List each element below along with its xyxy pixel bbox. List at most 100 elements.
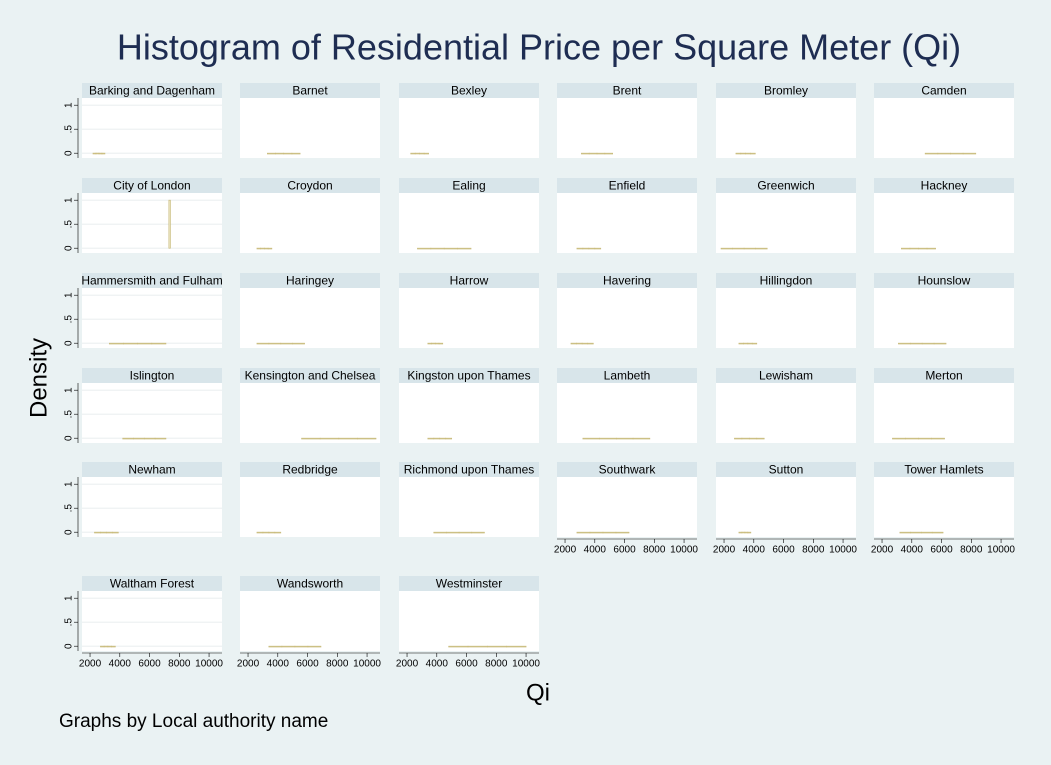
panel-title: Hounslow bbox=[918, 274, 971, 288]
y-tick-label: 0 bbox=[64, 150, 75, 156]
histogram-bar bbox=[100, 531, 107, 534]
x-tick-label: 2000 bbox=[554, 545, 577, 556]
histogram-bar bbox=[924, 152, 939, 155]
x-tick-label: 2000 bbox=[396, 659, 419, 670]
histogram-bar bbox=[602, 531, 617, 534]
panel-header bbox=[557, 83, 697, 98]
histogram-bar bbox=[740, 152, 746, 155]
histogram-bar bbox=[268, 645, 283, 648]
histogram-bar bbox=[744, 531, 749, 534]
histogram-bar bbox=[434, 342, 440, 345]
panel-header bbox=[716, 462, 856, 477]
histogram-bar bbox=[433, 437, 441, 440]
histogram-bar bbox=[338, 437, 358, 440]
histogram-bar bbox=[926, 247, 936, 250]
panel-header bbox=[874, 368, 1014, 383]
histogram-bar bbox=[98, 152, 103, 155]
panel-title: Haringey bbox=[286, 274, 334, 288]
y-tick-label: .5 bbox=[64, 504, 75, 513]
panel-title: Islington bbox=[130, 369, 175, 383]
panel-title: Bexley bbox=[451, 84, 487, 98]
x-tick-label: 2000 bbox=[713, 545, 736, 556]
panel-header bbox=[557, 368, 697, 383]
panel-title: City of London bbox=[113, 179, 190, 193]
y-tick-label: 1 bbox=[64, 481, 75, 487]
histogram-bar bbox=[892, 437, 906, 440]
plot-area bbox=[399, 477, 539, 537]
x-tick-label: 10000 bbox=[353, 659, 381, 670]
x-tick-label: 10000 bbox=[670, 545, 698, 556]
x-tick-label: 6000 bbox=[138, 659, 161, 670]
panel-title: Barking and Dagenham bbox=[89, 84, 215, 98]
panel-title: Enfield bbox=[609, 179, 646, 193]
x-tick-label: 4000 bbox=[109, 659, 132, 670]
histogram-bar bbox=[100, 645, 105, 648]
histogram-bar bbox=[741, 531, 746, 534]
plot-area bbox=[874, 193, 1014, 253]
histogram-bar bbox=[738, 531, 743, 534]
histogram-bar bbox=[615, 531, 630, 534]
histogram-bar bbox=[909, 247, 919, 250]
histogram-bar bbox=[445, 437, 453, 440]
plot-area bbox=[240, 383, 380, 443]
histogram-bar bbox=[143, 437, 156, 440]
panel-header bbox=[557, 178, 697, 193]
x-tick-label: 8000 bbox=[960, 545, 983, 556]
x-tick-label: 10000 bbox=[829, 545, 857, 556]
histogram-bar bbox=[283, 152, 293, 155]
chart-title: Histogram of Residential Price per Squar… bbox=[117, 27, 961, 68]
panel-header bbox=[716, 273, 856, 288]
panel-title: Barnet bbox=[292, 84, 328, 98]
x-tick-label: 10000 bbox=[987, 545, 1015, 556]
plot-area bbox=[240, 98, 380, 158]
histogram-bar bbox=[275, 152, 285, 155]
y-axis-label: Density bbox=[25, 338, 52, 418]
x-tick-label: 8000 bbox=[326, 659, 349, 670]
x-tick-label: 6000 bbox=[455, 659, 478, 670]
histogram-bar bbox=[506, 645, 527, 648]
histogram-bar bbox=[106, 531, 113, 534]
histogram-bar bbox=[747, 342, 753, 345]
histogram-bar bbox=[291, 152, 301, 155]
histogram-bar bbox=[431, 342, 436, 345]
plot-area bbox=[399, 98, 539, 158]
histogram-bar bbox=[410, 152, 416, 155]
panel-title: Harrow bbox=[450, 274, 489, 288]
histogram-bar bbox=[950, 152, 964, 155]
histogram-bar bbox=[909, 342, 923, 345]
histogram-bar bbox=[732, 247, 745, 250]
plot-area bbox=[399, 288, 539, 348]
histogram-bar bbox=[918, 437, 932, 440]
histogram-bar bbox=[274, 531, 282, 534]
panel-title: Brent bbox=[613, 84, 642, 98]
histogram-bar bbox=[741, 437, 750, 440]
histogram-bar bbox=[576, 531, 591, 534]
x-tick-label: 8000 bbox=[485, 659, 508, 670]
panel-title: Wandsworth bbox=[277, 577, 343, 591]
panel-header bbox=[399, 368, 539, 383]
histogram-bar bbox=[357, 437, 377, 440]
histogram-bar bbox=[280, 342, 294, 345]
plot-area bbox=[399, 193, 539, 253]
panel-title: Lewisham bbox=[759, 369, 813, 383]
y-tick-label: .5 bbox=[64, 410, 75, 419]
histogram-bar bbox=[599, 437, 617, 440]
histogram-bar bbox=[471, 531, 485, 534]
panel-title: Newham bbox=[128, 463, 175, 477]
plot-area bbox=[557, 98, 697, 158]
x-tick-label: 8000 bbox=[643, 545, 666, 556]
plot-area bbox=[82, 288, 222, 348]
histogram-bar bbox=[268, 531, 276, 534]
histogram-bar bbox=[319, 437, 340, 440]
panel-title: Tower Hamlets bbox=[904, 463, 983, 477]
histogram-bar bbox=[755, 247, 768, 250]
panel-header bbox=[82, 462, 222, 477]
histogram-bar bbox=[123, 342, 138, 345]
histogram-bar bbox=[446, 531, 460, 534]
histogram-bar bbox=[281, 645, 296, 648]
panel-header bbox=[874, 83, 1014, 98]
plot-area bbox=[82, 591, 222, 651]
histogram-bar bbox=[423, 152, 429, 155]
histogram-bar bbox=[467, 645, 488, 648]
histogram-bar bbox=[133, 437, 145, 440]
